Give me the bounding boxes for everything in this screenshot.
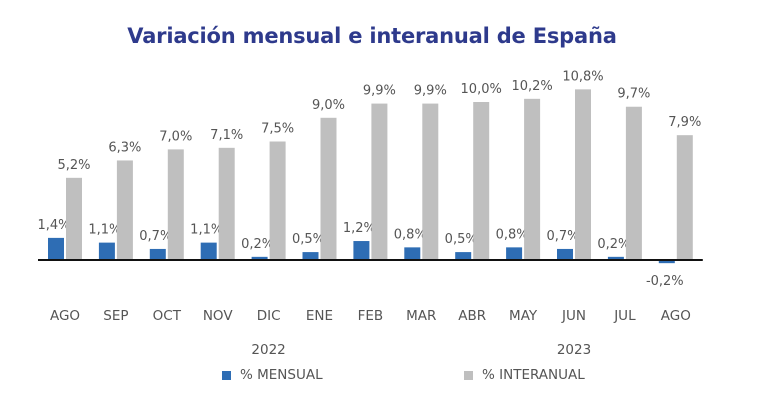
data-label-interanual: 10,2% (511, 79, 552, 94)
data-label-interanual: 7,1% (210, 128, 243, 143)
x-tick-label: JUN (561, 308, 586, 324)
bar-mensual (98, 242, 115, 260)
x-tick-label: FEB (358, 308, 384, 324)
legend-item-interanual: % INTERANUAL (464, 367, 585, 383)
data-label-mensual: 1,4% (37, 218, 70, 233)
bar-mensual (658, 260, 675, 264)
bar-interanual (676, 135, 693, 260)
x-tick-label: MAR (406, 308, 436, 324)
bar-interanual (473, 102, 490, 260)
data-label-mensual: 1,2% (343, 221, 376, 236)
data-label-mensual: 1,1% (190, 223, 223, 238)
data-label-mensual: 0,2% (597, 237, 630, 252)
data-label-interanual: 7,9% (668, 115, 701, 130)
bar-interanual (218, 147, 235, 260)
data-label-interanual: 10,0% (461, 82, 502, 97)
bar-mensual (404, 247, 421, 260)
bar-interanual (371, 103, 388, 260)
bar-interanual (116, 160, 133, 260)
x-tick-label: MAY (509, 308, 538, 324)
legend-label-mensual: % MENSUAL (240, 367, 323, 383)
x-tick-label: SEP (103, 308, 128, 324)
data-label-mensual: 0,2% (241, 237, 274, 252)
data-label-interanual: 9,7% (617, 87, 650, 102)
bar-mensual (607, 256, 624, 260)
bar-interanual (269, 141, 286, 260)
data-label-mensual: 0,5% (445, 232, 478, 247)
bar-interanual (524, 98, 541, 260)
data-label-mensual: 1,1% (88, 223, 121, 238)
data-label-interanual: 9,0% (312, 98, 345, 113)
data-label-interanual: 10,8% (562, 69, 603, 84)
data-label-interanual: 7,0% (159, 129, 192, 144)
bar-mensual (149, 248, 166, 260)
data-label-mensual: 0,7% (546, 229, 579, 244)
bar-mensual (48, 237, 64, 260)
year-label: 2022 (251, 342, 285, 358)
x-tick-label: ABR (458, 308, 486, 324)
chart-title: Variación mensual e interanual de España (127, 24, 617, 48)
x-tick-label: AGO (50, 308, 80, 324)
bar-mensual (200, 242, 217, 260)
legend-swatch-mensual (222, 370, 231, 380)
x-tick-label: DIC (257, 308, 281, 324)
x-tick-label: JUL (613, 308, 636, 324)
bar-mensual (251, 256, 268, 260)
bar-interanual (167, 149, 184, 260)
data-label-mensual: 0,8% (496, 227, 529, 242)
data-label-mensual: -0,2% (646, 274, 684, 289)
x-tick-label: ENE (306, 308, 333, 324)
legend-item-mensual: % MENSUAL (222, 367, 323, 383)
data-label-interanual: 9,9% (363, 84, 396, 99)
bar-mensual (557, 248, 573, 260)
x-tick-label: NOV (203, 308, 233, 324)
x-tick-label: OCT (153, 308, 182, 324)
data-label-interanual: 6,3% (108, 140, 141, 155)
data-label-interanual: 9,9% (414, 84, 447, 99)
bar-interanual (66, 177, 82, 260)
data-label-interanual: 7,5% (261, 122, 294, 137)
bar-mensual (302, 252, 319, 260)
bar-mensual (455, 252, 472, 260)
legend-swatch-interanual (464, 370, 473, 380)
year-label: 2023 (557, 342, 591, 358)
bar-mensual (506, 247, 523, 260)
data-label-mensual: 0,7% (139, 229, 172, 244)
bar-interanual (422, 103, 439, 260)
legend: % MENSUAL % INTERANUAL (0, 367, 768, 385)
x-tick-label: AGO (661, 308, 691, 324)
legend-label-interanual: % INTERANUAL (482, 367, 585, 383)
bar-interanual (575, 89, 591, 260)
data-label-interanual: 5,2% (57, 158, 90, 173)
data-label-mensual: 0,5% (292, 232, 325, 247)
data-label-mensual: 0,8% (394, 227, 427, 242)
bar-interanual (625, 106, 642, 261)
bar-interanual (320, 117, 337, 260)
bar-mensual (353, 241, 370, 260)
